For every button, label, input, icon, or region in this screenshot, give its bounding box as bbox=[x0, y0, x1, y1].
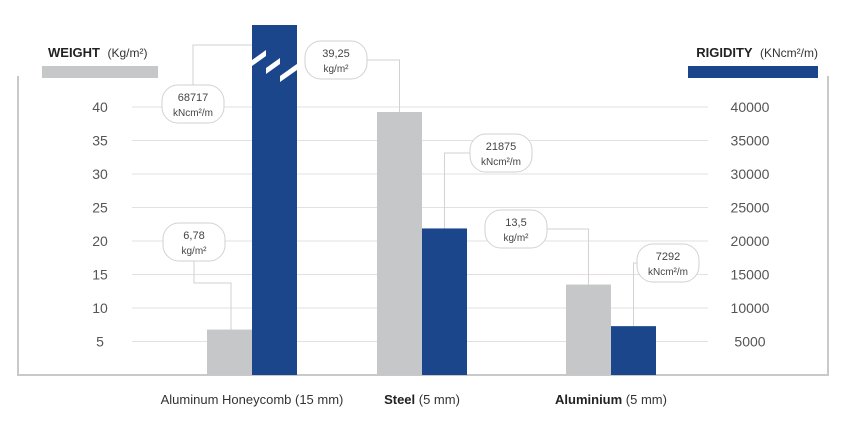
bars bbox=[207, 25, 656, 376]
callout-bubble bbox=[636, 243, 700, 283]
callout-connector bbox=[192, 44, 252, 85]
bar-rigidity-1 bbox=[422, 228, 467, 375]
right-tick-label: 10000 bbox=[731, 300, 770, 316]
data-label: 6,78 bbox=[183, 230, 204, 242]
category-label-bold: Aluminium bbox=[555, 392, 622, 407]
category-label-bold: Steel bbox=[384, 392, 415, 407]
left-tick-label: 35 bbox=[92, 133, 108, 149]
bar-weight-1 bbox=[377, 112, 422, 376]
callout-bubble bbox=[304, 40, 368, 80]
callout-connector bbox=[444, 152, 470, 229]
category-labels: Aluminum Honeycomb (15 mm) Steel (5 mm) Al… bbox=[161, 392, 667, 407]
bar-rigidity-rect bbox=[611, 326, 656, 375]
callout-weight-1: 39,25 kg/m² bbox=[304, 40, 368, 80]
data-label: 39,25 bbox=[322, 48, 350, 60]
bar-weight-rect bbox=[566, 284, 611, 375]
category-label-detail: Aluminum Honeycomb (15 mm) bbox=[161, 392, 344, 407]
bar-rigidity-rect bbox=[422, 228, 467, 375]
right-tick-label: 15000 bbox=[731, 267, 770, 283]
left-axis-legend: WEIGHT (Kg/m²) bbox=[42, 44, 158, 78]
value-callouts: 68717 kNcm²/m 6,78 kg/m² 39,25 kg/m² 21875 kNcm… bbox=[161, 40, 700, 283]
data-label-unit: kg/m² bbox=[182, 246, 208, 257]
left-axis-ticks: 5 10 15 20 25 30 35 40 bbox=[92, 99, 108, 350]
left-tick-label: 20 bbox=[92, 233, 108, 249]
rigidity-legend-swatch bbox=[688, 66, 818, 78]
callout-connector bbox=[547, 228, 589, 285]
data-label: 21875 bbox=[486, 141, 517, 153]
data-label: 7292 bbox=[656, 251, 680, 263]
right-tick-label: 20000 bbox=[731, 233, 770, 249]
callout-rigidity-2: 7292 kNcm²/m bbox=[636, 243, 700, 283]
right-axis-unit: (KNcm²/m) bbox=[760, 46, 818, 60]
left-axis-title: WEIGHT bbox=[48, 45, 100, 60]
left-tick-label: 40 bbox=[92, 99, 108, 115]
right-tick-label: 25000 bbox=[731, 200, 770, 216]
callout-weight-2: 13,5 kg/m² bbox=[484, 209, 548, 249]
weight-legend-swatch bbox=[42, 66, 158, 78]
callout-rigidity-1: 21875 kNcm²/m bbox=[469, 133, 533, 173]
data-label-unit: kNcm²/m bbox=[648, 267, 688, 278]
callout-rigidity-0: 68717 kNcm²/m bbox=[161, 84, 225, 124]
left-tick-label: 5 bbox=[96, 334, 104, 350]
category-label: Aluminum Honeycomb (15 mm) bbox=[161, 392, 344, 407]
svg-text:WEIGHT (Kg/m²): WEIGHT (Kg/m²) bbox=[48, 44, 147, 61]
callout-bubble bbox=[469, 133, 533, 173]
callout-connector bbox=[633, 262, 637, 327]
left-axis-unit: (Kg/m²) bbox=[107, 46, 147, 60]
callout-weight-0: 6,78 kg/m² bbox=[162, 222, 226, 262]
data-label-unit: kg/m² bbox=[504, 233, 530, 244]
data-label-unit: kNcm²/m bbox=[481, 157, 521, 168]
callout-connector bbox=[367, 59, 400, 113]
bar-rigidity-rect bbox=[252, 25, 297, 375]
left-tick-label: 15 bbox=[92, 267, 108, 283]
right-axis-legend: RIGIDITY (KNcm²/m) bbox=[688, 44, 818, 78]
left-tick-label: 30 bbox=[92, 166, 108, 182]
data-label: 13,5 bbox=[505, 217, 526, 229]
left-tick-label: 25 bbox=[92, 200, 108, 216]
category-label-detail: (5 mm) bbox=[622, 392, 667, 407]
callout-connector bbox=[193, 261, 232, 330]
left-tick-label: 10 bbox=[92, 300, 108, 316]
right-axis-title: RIGIDITY bbox=[696, 45, 753, 60]
callout-bubble bbox=[484, 209, 548, 249]
data-label-unit: kNcm²/m bbox=[173, 108, 213, 119]
category-label: Aluminium (5 mm) bbox=[555, 392, 667, 407]
category-label: Steel (5 mm) bbox=[384, 392, 460, 407]
bar-weight-rect bbox=[207, 329, 252, 375]
callout-bubble bbox=[161, 84, 225, 124]
data-label: 68717 bbox=[178, 92, 209, 104]
callout-connectors bbox=[192, 44, 637, 330]
category-label-detail: (5 mm) bbox=[415, 392, 460, 407]
right-tick-label: 40000 bbox=[731, 99, 770, 115]
bar-weight-2 bbox=[566, 284, 611, 375]
bar-weight-rect bbox=[377, 112, 422, 376]
data-label-unit: kg/m² bbox=[324, 64, 350, 75]
callout-bubble bbox=[162, 222, 226, 262]
svg-text:RIGIDITY (KNcm²/m): RIGIDITY (KNcm²/m) bbox=[696, 44, 818, 61]
bar-rigidity-0 bbox=[252, 25, 297, 375]
bar-weight-0 bbox=[207, 329, 252, 375]
bar-rigidity-2 bbox=[611, 326, 656, 375]
right-tick-label: 30000 bbox=[731, 166, 770, 182]
axis-break-mark bbox=[252, 50, 297, 82]
right-tick-label: 35000 bbox=[731, 133, 770, 149]
right-tick-label: 5000 bbox=[734, 334, 765, 350]
right-axis-ticks: 5000 10000 15000 20000 25000 30000 35000 40000 bbox=[731, 99, 770, 350]
